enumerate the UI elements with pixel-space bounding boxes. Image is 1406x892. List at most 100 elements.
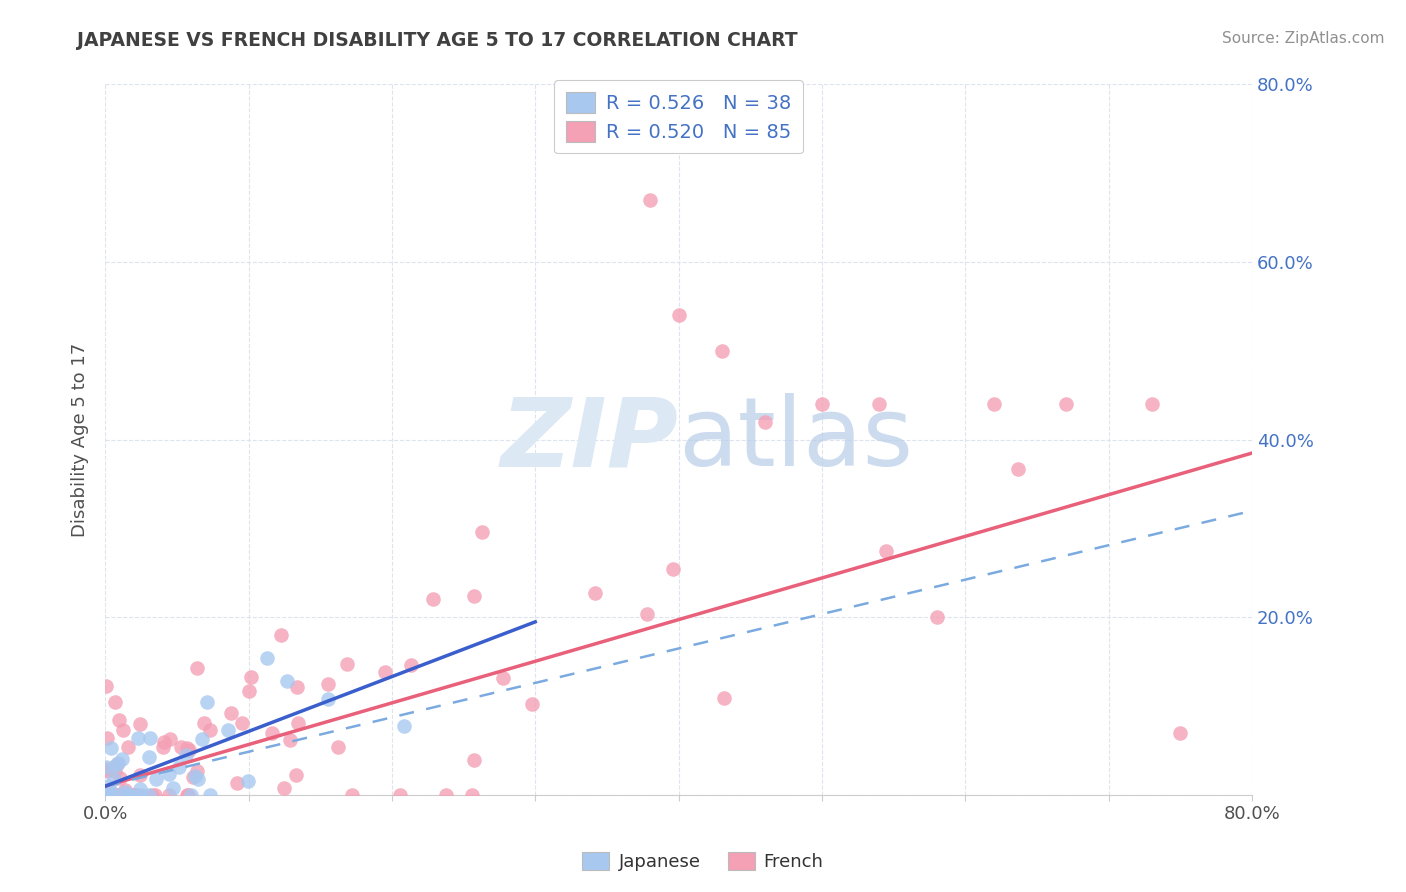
Point (217, 723, 239, 738)
Point (238, 773, 260, 788)
Point (710, 343, 733, 358)
Point (129, 788, 152, 802)
Point (174, 748, 197, 763)
Y-axis label: Disability Age 5 to 17: Disability Age 5 to 17 (72, 343, 89, 537)
Point (226, 776, 249, 790)
Point (238, 684, 260, 698)
Point (96, 764, 118, 779)
Point (256, 651, 278, 665)
Point (103, 772, 125, 787)
Point (219, 706, 242, 720)
Point (399, 657, 422, 672)
Point (190, 731, 212, 746)
Point (111, 752, 134, 766)
Point (98, 783, 121, 797)
Point (868, 397, 890, 411)
Point (117, 740, 139, 755)
Point (239, 671, 262, 685)
Point (114, 788, 136, 802)
Point (285, 680, 308, 694)
Text: Source: ZipAtlas.com: Source: ZipAtlas.com (1222, 31, 1385, 46)
Point (198, 788, 221, 802)
Point (103, 764, 125, 778)
Point (105, 788, 128, 802)
Point (152, 739, 174, 754)
Point (94, 762, 117, 776)
Point (388, 788, 411, 802)
Point (138, 788, 160, 802)
Point (129, 716, 152, 731)
Legend: Japanese, French: Japanese, French (575, 845, 831, 879)
Point (105, 788, 128, 802)
Point (177, 742, 200, 756)
Point (662, 561, 685, 575)
Point (278, 733, 301, 747)
Point (104, 695, 127, 709)
Point (118, 788, 141, 802)
Legend: R = 0.526   N = 38, R = 0.520   N = 85: R = 0.526 N = 38, R = 0.520 N = 85 (554, 80, 803, 153)
Point (127, 788, 149, 802)
Point (139, 731, 162, 745)
Point (260, 726, 283, 740)
Point (276, 674, 298, 689)
Point (108, 788, 131, 802)
Point (145, 772, 167, 786)
Point (522, 698, 544, 712)
Point (434, 788, 457, 802)
Point (1168, 726, 1191, 740)
Point (318, 692, 340, 706)
Point (153, 734, 176, 748)
Point (713, 691, 735, 706)
Point (97, 788, 120, 802)
Point (492, 671, 515, 685)
Point (108, 713, 131, 727)
Point (811, 397, 834, 411)
Point (187, 772, 209, 786)
Point (422, 592, 444, 607)
Point (636, 607, 658, 622)
Point (1007, 461, 1029, 475)
Point (124, 788, 146, 802)
Point (117, 788, 139, 802)
Point (127, 731, 149, 745)
Point (186, 660, 208, 674)
Point (176, 788, 198, 802)
Point (336, 657, 359, 672)
Text: JAPANESE VS FRENCH DISABILITY AGE 5 TO 17 CORRELATION CHART: JAPANESE VS FRENCH DISABILITY AGE 5 TO 1… (77, 31, 799, 50)
Point (159, 731, 181, 746)
Point (122, 788, 145, 802)
Point (326, 739, 349, 754)
Point (374, 665, 396, 679)
Point (110, 788, 132, 802)
Point (117, 788, 139, 802)
Point (157, 767, 180, 781)
Point (180, 788, 202, 802)
Point (471, 524, 494, 539)
Point (176, 788, 198, 802)
Point (110, 772, 132, 786)
Point (463, 590, 485, 604)
Point (138, 750, 160, 764)
Point (181, 770, 204, 784)
Point (638, 193, 661, 207)
Point (1140, 397, 1163, 411)
Point (97, 779, 120, 793)
Point (273, 780, 295, 795)
Point (122, 788, 145, 802)
Point (143, 788, 166, 802)
Point (668, 309, 690, 323)
Point (100, 741, 122, 756)
Point (270, 628, 292, 642)
Point (114, 785, 136, 799)
Point (129, 768, 152, 782)
Point (186, 764, 208, 778)
Point (105, 756, 128, 771)
Point (114, 782, 136, 797)
Point (198, 723, 221, 738)
Point (111, 723, 134, 737)
Point (157, 788, 180, 802)
Point (167, 760, 190, 774)
Point (284, 767, 307, 781)
Point (141, 788, 163, 802)
Point (107, 756, 129, 770)
